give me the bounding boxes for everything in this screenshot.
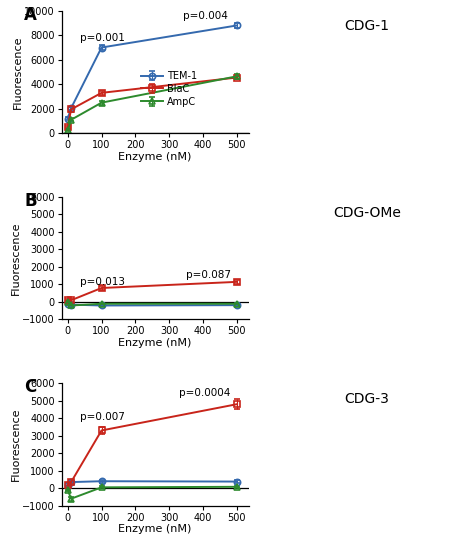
X-axis label: Enzyme (nM): Enzyme (nM) [118,524,192,534]
X-axis label: Enzyme (nM): Enzyme (nM) [118,338,192,348]
Y-axis label: Fluorescence: Fluorescence [10,222,21,295]
Text: A: A [24,6,37,24]
Legend: TEM-1, BlaC, AmpC: TEM-1, BlaC, AmpC [137,67,201,111]
Text: p=0.013: p=0.013 [80,277,125,287]
Y-axis label: Fluorescence: Fluorescence [13,36,23,109]
Text: C: C [24,378,36,397]
X-axis label: Enzyme (nM): Enzyme (nM) [118,152,192,161]
Text: CDG-1: CDG-1 [344,19,389,33]
Text: p=0.087: p=0.087 [186,270,231,280]
Text: p=0.0004: p=0.0004 [179,388,231,398]
Text: p=0.007: p=0.007 [80,412,124,422]
Text: p=0.004: p=0.004 [182,11,228,22]
Y-axis label: Fluorescence: Fluorescence [10,408,21,481]
Text: p=0.001: p=0.001 [80,33,124,44]
Text: CDG-OMe: CDG-OMe [333,206,401,220]
Text: B: B [24,192,37,210]
Text: CDG-3: CDG-3 [345,392,389,406]
